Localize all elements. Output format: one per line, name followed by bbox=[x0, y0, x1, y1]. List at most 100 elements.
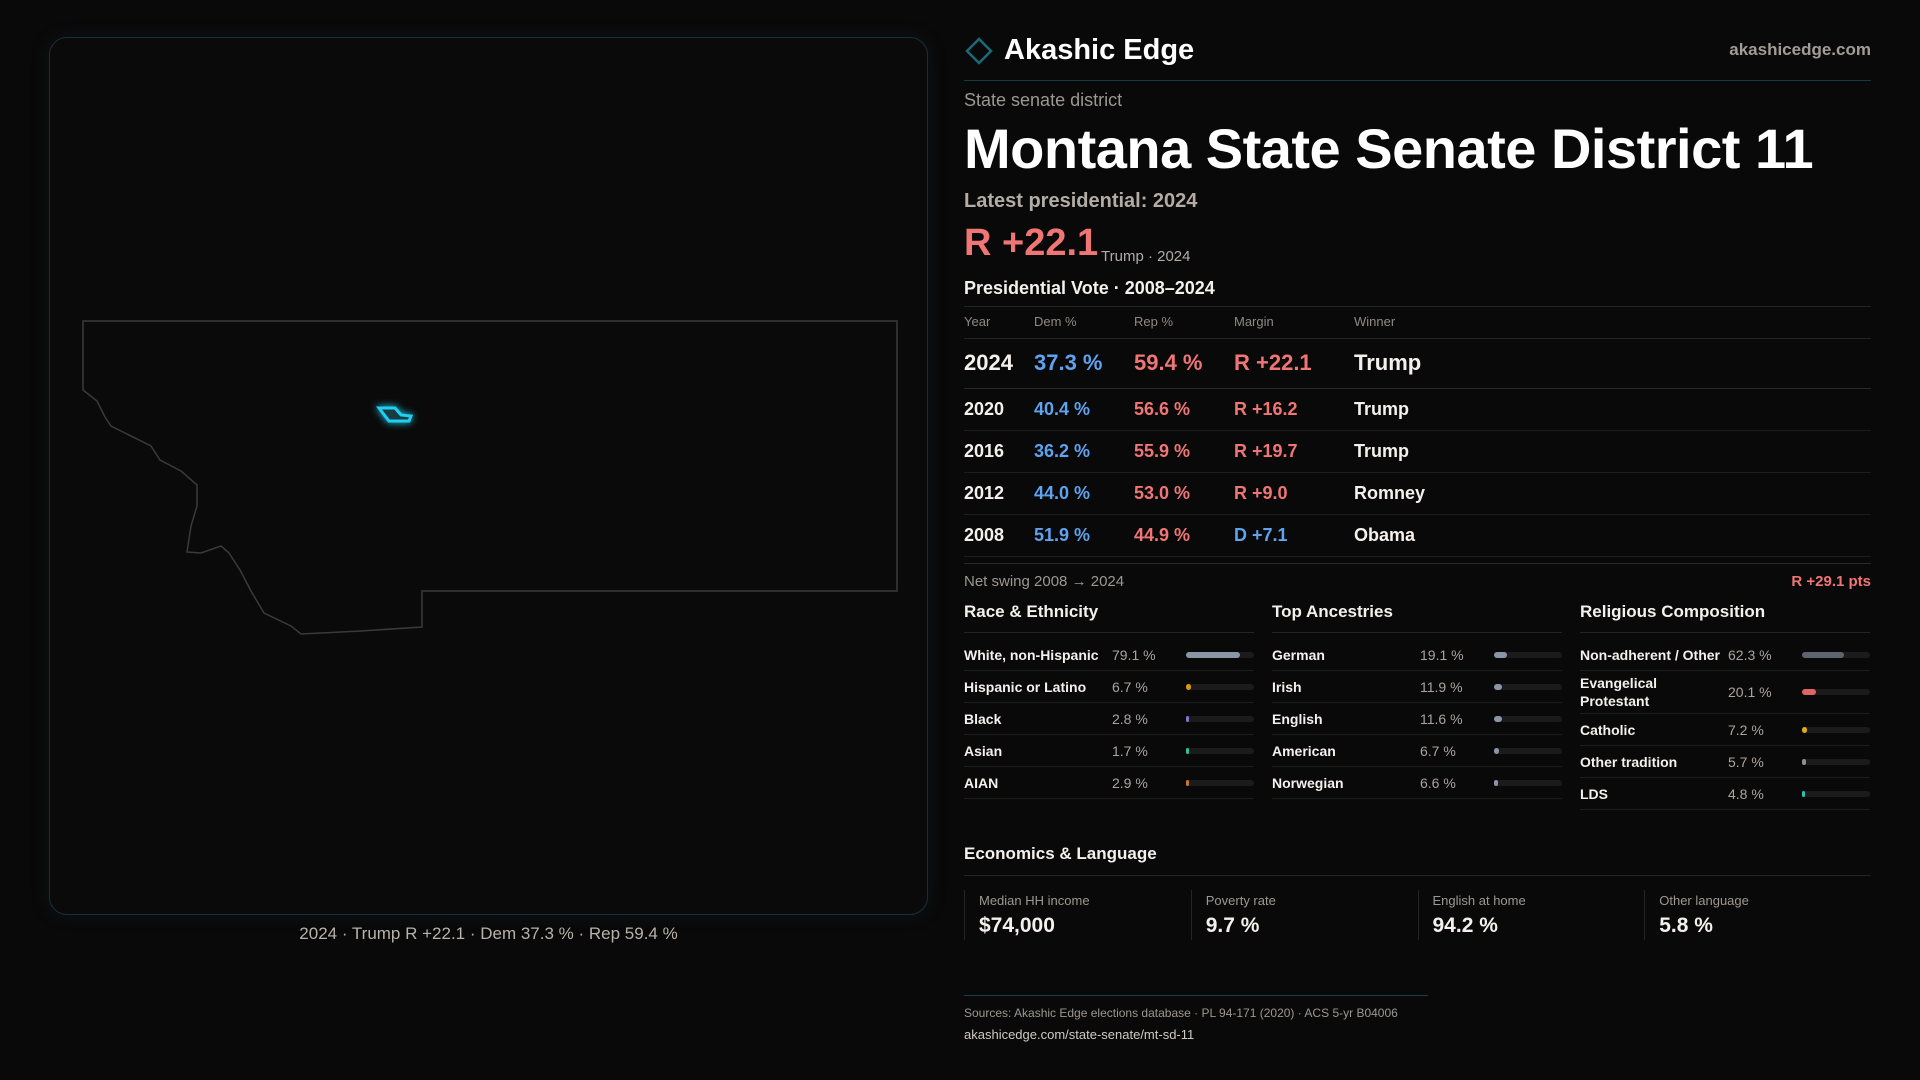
col-margin: Margin bbox=[1234, 306, 1354, 339]
item-bar bbox=[1494, 715, 1562, 722]
item-value: 6.7 % bbox=[1420, 742, 1456, 759]
brand[interactable]: Akashic Edge bbox=[964, 34, 1194, 67]
item-label: Irish bbox=[1272, 678, 1302, 695]
col-rep: Rep % bbox=[1134, 306, 1234, 339]
presidential-table: Year Dem % Rep % Margin Winner 2024 37.3 … bbox=[964, 306, 1871, 557]
item-label: Norwegian bbox=[1272, 774, 1344, 791]
item-label: Other tradition bbox=[1580, 753, 1678, 770]
latest-label: Latest presidential: 2024 bbox=[964, 190, 1198, 212]
item-bar bbox=[1186, 779, 1254, 786]
stat-value: 5.8 % bbox=[1659, 914, 1713, 937]
winner-cell: Trump bbox=[1354, 338, 1871, 389]
item-label: Hispanic or Latino bbox=[964, 678, 1087, 695]
brand-name: Akashic Edge bbox=[1004, 34, 1195, 66]
item-bar bbox=[1186, 715, 1254, 722]
margin-cell: R +19.7 bbox=[1234, 430, 1354, 473]
stat-label: Poverty rate bbox=[1205, 893, 1276, 908]
rep-cell: 59.4 % bbox=[1134, 338, 1234, 389]
page-url[interactable]: akashicedge.com/state-senate/mt-sd-11 bbox=[964, 1027, 1195, 1042]
divider bbox=[964, 563, 1871, 564]
list-item: LDS 4.8 % bbox=[1580, 778, 1870, 810]
dem-cell: 37.3 % bbox=[1034, 338, 1134, 389]
item-label: White, non-Hispanic bbox=[964, 646, 1099, 663]
item-value: 6.6 % bbox=[1420, 774, 1456, 791]
item-label: Non-adherent / Other bbox=[1580, 646, 1721, 663]
item-value: 19.1 % bbox=[1420, 646, 1464, 663]
list-item: Black 2.8 % bbox=[964, 703, 1254, 735]
list-item: American 6.7 % bbox=[1272, 735, 1562, 767]
item-label: American bbox=[1272, 742, 1336, 759]
section-race-ethnicity: Race & Ethnicity White, non-Hispanic 79.1 … bbox=[964, 602, 1254, 799]
item-bar-fill bbox=[1802, 726, 1807, 733]
site-link[interactable]: akashicedge.com bbox=[1729, 40, 1871, 59]
table-row: 2008 51.9 % 44.9 % D +7.1 Obama bbox=[964, 514, 1871, 557]
list-item: Norwegian 6.6 % bbox=[1272, 767, 1562, 799]
item-value: 2.9 % bbox=[1112, 774, 1148, 791]
item-label: German bbox=[1272, 646, 1325, 663]
swing-value: R +29.1 pts bbox=[1791, 573, 1871, 590]
item-bar-fill bbox=[1494, 779, 1499, 786]
item-value: 4.8 % bbox=[1728, 785, 1764, 802]
year-cell: 2012 bbox=[964, 472, 1034, 515]
winner-cell: Romney bbox=[1354, 472, 1871, 515]
stat-label: Median HH income bbox=[979, 893, 1090, 908]
item-label: English bbox=[1272, 710, 1323, 727]
page-title: Montana State Senate District 11 bbox=[964, 117, 1814, 180]
item-bar bbox=[1802, 689, 1870, 695]
dem-cell: 36.2 % bbox=[1034, 430, 1134, 473]
latest-sub: Trump · 2024 bbox=[1101, 248, 1191, 265]
footer-divider bbox=[964, 995, 1428, 996]
col-winner: Winner bbox=[1354, 306, 1871, 339]
item-bar-fill bbox=[1186, 683, 1191, 690]
montana-map bbox=[82, 320, 898, 635]
list-item: White, non-Hispanic 79.1 % bbox=[964, 639, 1254, 671]
item-bar-fill bbox=[1802, 689, 1816, 695]
item-bar-fill bbox=[1494, 683, 1503, 690]
list-item: English 11.6 % bbox=[1272, 703, 1562, 735]
item-value: 11.6 % bbox=[1420, 710, 1463, 727]
year-cell: 2020 bbox=[964, 388, 1034, 431]
col-dem: Dem % bbox=[1034, 306, 1134, 339]
item-value: 5.7 % bbox=[1728, 753, 1764, 770]
stat-label: Other language bbox=[1659, 893, 1749, 908]
item-label: Catholic bbox=[1580, 721, 1636, 738]
item-label: LDS bbox=[1580, 785, 1608, 802]
table-row: 2024 37.3 % 59.4 % R +22.1 Trump bbox=[964, 338, 1871, 389]
stat-card: English at home 94.2 % bbox=[1417, 890, 1645, 940]
item-value: 6.7 % bbox=[1112, 678, 1148, 695]
item-bar bbox=[1802, 758, 1870, 765]
year-cell: 2008 bbox=[964, 514, 1034, 557]
year-cell: 2016 bbox=[964, 430, 1034, 473]
swing-label: Net swing 2008 → 2024 bbox=[964, 573, 1125, 590]
item-label: Black bbox=[964, 710, 1002, 727]
item-label: AIAN bbox=[964, 774, 999, 791]
dem-cell: 51.9 % bbox=[1034, 514, 1134, 557]
divider bbox=[964, 632, 1254, 633]
margin-cell: D +7.1 bbox=[1234, 514, 1354, 557]
item-bar bbox=[1802, 651, 1870, 658]
stat-card: Median HH income $74,000 bbox=[964, 890, 1191, 940]
item-label: Asian bbox=[964, 742, 1003, 759]
item-bar bbox=[1802, 726, 1870, 733]
item-bar-fill bbox=[1186, 651, 1240, 658]
item-label: Evangelical Protestant bbox=[1580, 675, 1658, 709]
economics-cards: Median HH income $74,000 Poverty rate 9.7 %… bbox=[964, 890, 1871, 940]
divider bbox=[964, 875, 1871, 876]
margin-cell: R +22.1 bbox=[1234, 338, 1354, 389]
item-bar bbox=[1186, 747, 1254, 754]
dem-cell: 44.0 % bbox=[1034, 472, 1134, 515]
section-title: Religious Composition bbox=[1580, 602, 1766, 621]
list-item: Irish 11.9 % bbox=[1272, 671, 1562, 703]
item-bar bbox=[1494, 683, 1562, 690]
map-panel[interactable] bbox=[49, 37, 928, 915]
divider bbox=[1272, 632, 1562, 633]
list-item: Evangelical Protestant 20.1 % bbox=[1580, 671, 1870, 714]
item-value: 79.1 % bbox=[1112, 646, 1156, 663]
sources: Sources: Akashic Edge elections database… bbox=[964, 1006, 1398, 1020]
district-11-shape bbox=[375, 406, 414, 423]
presidential-title: Presidential Vote · 2008–2024 bbox=[964, 278, 1215, 298]
list-item: Catholic 7.2 % bbox=[1580, 714, 1870, 746]
table-row: 2012 44.0 % 53.0 % R +9.0 Romney bbox=[964, 472, 1871, 515]
rep-cell: 56.6 % bbox=[1134, 388, 1234, 431]
list-item: AIAN 2.9 % bbox=[964, 767, 1254, 799]
